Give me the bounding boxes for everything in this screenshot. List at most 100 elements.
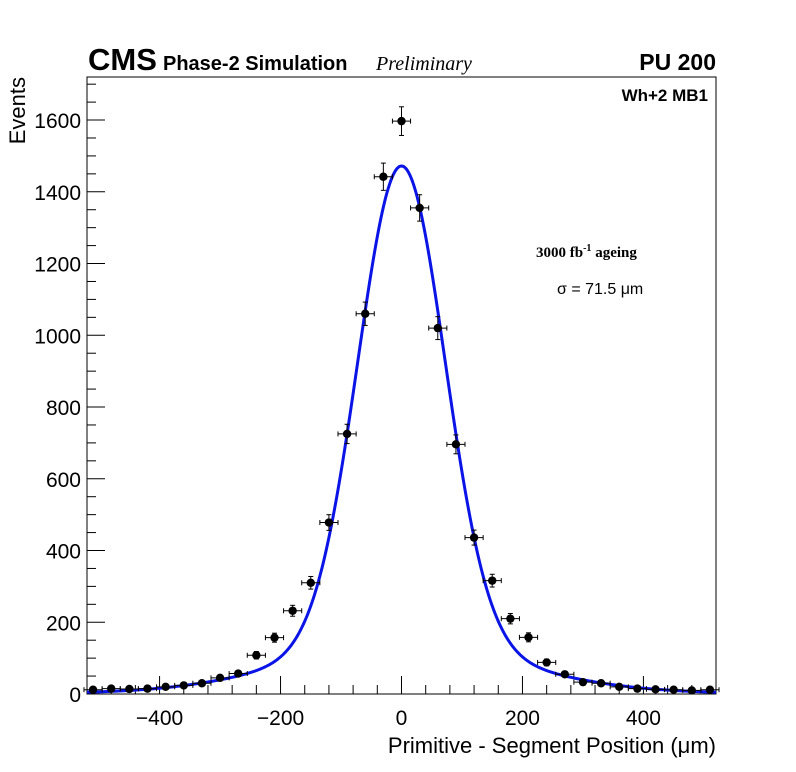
y-tick-label: 1000: [34, 325, 81, 348]
simulation-label: Phase-2 Simulation: [163, 53, 348, 75]
data-marker: [705, 685, 715, 694]
data-marker: [288, 606, 297, 615]
data-marker: [125, 684, 134, 694]
data-marker: [179, 681, 188, 690]
data-point: [337, 423, 357, 445]
data-marker: [252, 651, 261, 660]
data-marker: [578, 677, 588, 687]
data-marker: [524, 633, 533, 642]
y-tick-label: 200: [46, 612, 81, 635]
data-marker: [397, 116, 406, 126]
data-point: [137, 684, 158, 693]
data-marker: [342, 429, 352, 439]
y-tick-label: 600: [46, 469, 81, 492]
data-point: [410, 194, 430, 222]
data-point: [428, 316, 448, 341]
y-tick-label: 400: [46, 541, 81, 564]
data-point: [591, 679, 611, 688]
y-tick-label: 1600: [34, 110, 81, 133]
data-marker: [215, 673, 225, 683]
fit-layer: [86, 164, 717, 694]
data-marker: [451, 440, 461, 449]
data-point: [446, 434, 466, 455]
y-tick-label: 0: [69, 684, 81, 707]
preliminary-label: Preliminary: [375, 53, 472, 75]
data-point: [264, 632, 285, 643]
data-marker: [506, 614, 515, 623]
data-marker: [560, 670, 569, 679]
data-point: [319, 514, 339, 531]
plot-frame: [86, 76, 717, 695]
x-tick-label: −200: [257, 707, 304, 730]
data-marker: [687, 686, 697, 695]
data-point: [537, 658, 557, 667]
data-point: [246, 651, 266, 660]
data-point: [228, 669, 248, 678]
data-marker: [161, 682, 170, 692]
data-point: [664, 685, 684, 694]
data-marker: [306, 578, 315, 587]
data-marker: [596, 679, 606, 688]
y-tick-label: 1400: [34, 182, 81, 205]
data-point: [210, 673, 230, 683]
data-point: [500, 612, 520, 625]
y-tick-label: 800: [46, 397, 81, 420]
data-point: [192, 679, 212, 688]
data-point: [119, 684, 139, 694]
data-point: [83, 685, 103, 694]
data-point: [355, 301, 375, 326]
data-marker: [234, 669, 243, 678]
data-point: [482, 573, 502, 588]
x-tick-label: −400: [136, 707, 183, 730]
ageing-label: 3000 fb-1 ageing: [536, 243, 637, 261]
data-point: [609, 682, 629, 692]
data-marker: [143, 684, 152, 693]
data-marker: [651, 685, 660, 694]
data-point: [645, 685, 666, 694]
axis-ticks: [86, 83, 717, 695]
data-marker: [361, 309, 370, 318]
ageing-exponent: -1: [583, 243, 591, 254]
ageing-word: ageing: [591, 245, 637, 261]
ageing-value: 3000 fb: [536, 245, 583, 261]
data-point: [464, 529, 484, 546]
data-marker: [270, 633, 279, 642]
x-tick-label: 200: [505, 707, 540, 730]
chamber-label: Wh+2 MB1: [622, 86, 708, 105]
data-marker: [88, 685, 98, 694]
data-point: [283, 604, 303, 617]
data-marker: [488, 576, 497, 585]
sigma-label: σ = 71.5 μm: [557, 281, 643, 298]
data-marker: [433, 323, 442, 333]
pileup-label: PU 200: [639, 49, 716, 75]
data-marker: [469, 533, 479, 542]
data-marker: [633, 684, 642, 693]
data-point: [373, 162, 393, 191]
data-point: [518, 632, 539, 643]
data-marker: [324, 518, 334, 527]
data-point: [174, 681, 194, 690]
axis-tick-labels: −400 −200 0 200 400 0 200 400 600 800 1000 1200 1400…: [34, 110, 661, 730]
data-point: [301, 575, 321, 590]
data-marker: [197, 679, 207, 688]
data-marker: [669, 685, 678, 694]
data-point: [391, 106, 412, 136]
data-point: [700, 685, 720, 694]
x-tick-label: 400: [626, 707, 661, 730]
cms-label: CMS: [88, 42, 157, 77]
x-axis-title: Primitive - Segment Position (μm): [388, 733, 716, 758]
data-marker: [542, 658, 551, 667]
data-marker: [415, 203, 424, 213]
data-points: [83, 106, 720, 695]
data-marker: [615, 682, 624, 692]
x-tick-label: 0: [396, 707, 408, 730]
data-point: [682, 686, 702, 695]
data-marker: [106, 684, 116, 693]
y-axis-title: Events: [5, 77, 30, 144]
data-point: [555, 670, 575, 679]
fit-curve: [86, 164, 717, 694]
y-tick-label: 1200: [34, 254, 81, 277]
data-marker: [379, 172, 388, 181]
